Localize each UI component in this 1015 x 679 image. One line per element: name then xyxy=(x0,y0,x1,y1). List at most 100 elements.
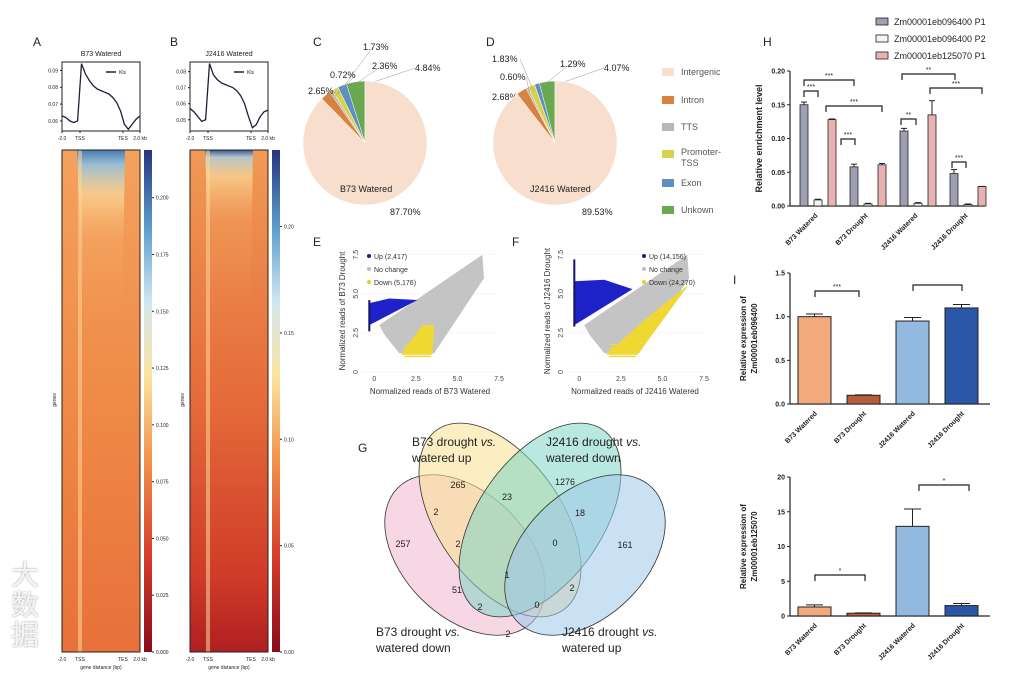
legend-label: Zm00001eb125070 P1 xyxy=(894,51,986,61)
scatter-y-label: Normalized reads of J2416 Drought xyxy=(543,247,552,374)
pie-leader-line xyxy=(525,76,530,94)
pie-slice-label: 4.84% xyxy=(415,63,441,73)
heatmap-x-tick-label: TSS xyxy=(203,657,213,663)
legend-swatch-intergenic xyxy=(662,68,674,76)
colorbar-tick-label: 0.200 xyxy=(156,196,169,202)
bar xyxy=(827,119,837,207)
scatter-legend-marker xyxy=(642,267,646,271)
pie-title: J2416 Watered xyxy=(530,184,591,194)
colorbar-tick-label: 0.100 xyxy=(156,423,169,429)
bar xyxy=(849,166,859,207)
pie-title: B73 Watered xyxy=(340,184,392,194)
venn-set-label: B73 drought vs. xyxy=(376,625,460,639)
y-tick-label: 0.20 xyxy=(771,69,785,76)
bar xyxy=(797,606,832,617)
profile-y-tick-label: 0.06 xyxy=(48,119,58,125)
scatter-points-no-change xyxy=(584,254,690,354)
bar xyxy=(899,130,909,207)
profile-title: J2416 Watered xyxy=(205,51,252,58)
significance-label: ** xyxy=(926,67,932,74)
panel-letter-b: B xyxy=(170,35,178,49)
panel-letter-g: G xyxy=(358,441,367,455)
y-tick-label: 0.15 xyxy=(771,102,785,109)
colorbar-tick-label: 0.175 xyxy=(156,252,169,258)
significance-label: *** xyxy=(825,73,833,80)
colorbar-tick-label: 0.025 xyxy=(156,593,169,599)
venn-count: 2 xyxy=(477,602,482,612)
heatmap-tss-band xyxy=(206,150,210,652)
colorbar-tick-label: 0.00 xyxy=(284,650,294,656)
legend-label: TSS xyxy=(681,158,699,168)
y-tick-label: 0 xyxy=(781,614,785,621)
scatter-y-tick-label: 0 xyxy=(353,370,360,374)
pie-slice-label: 87.70% xyxy=(390,207,421,217)
venn-count: 1276 xyxy=(555,477,575,487)
legend-label: Unkown xyxy=(681,205,714,215)
scatter-legend-marker xyxy=(367,267,371,271)
colorbar xyxy=(144,150,152,652)
x-tick-label: B73 Watered xyxy=(784,622,819,657)
heatmap-y-label: genes xyxy=(52,393,58,407)
panel-letter-i: I xyxy=(733,273,736,287)
scatter-x-tick-label: 7.5 xyxy=(494,376,504,383)
profile-title: B73 Watered xyxy=(81,51,122,58)
profile-legend-label: Kls xyxy=(247,70,254,76)
legend-label: TTS xyxy=(681,122,698,132)
venn-set-label: watered up xyxy=(561,641,622,655)
panel-letter-e: E xyxy=(313,235,321,249)
scatter-legend-label: Up (2,417) xyxy=(374,254,407,261)
profile-x-tick-label: TSS xyxy=(203,136,213,142)
pie-slice-label: 2.65% xyxy=(308,86,334,96)
venn-count: 2 xyxy=(433,507,438,517)
significance-bracket xyxy=(900,118,917,125)
profile-frame xyxy=(189,61,269,132)
scatter-y-tick-label: 2.5 xyxy=(558,328,565,338)
significance-bracket xyxy=(803,90,819,97)
x-tick-label: B73 Watered xyxy=(785,212,820,247)
legend-swatch xyxy=(875,51,889,60)
significance-bracket xyxy=(912,284,963,291)
heatmap-frame xyxy=(189,149,269,653)
panel-letter-c: C xyxy=(313,35,322,49)
heatmap-low-signal-region xyxy=(205,150,253,330)
venn-set-label: J2416 drought vs. xyxy=(546,435,641,449)
scatter-x-label: Normalized reads of J2416 Watered xyxy=(571,387,699,396)
venn-set-label: J2416 drought vs. xyxy=(562,625,657,639)
legend-label: Intergenic xyxy=(681,67,721,77)
x-tick-label: J2416 Drought xyxy=(927,622,967,662)
colorbar-tick-label: 0.10 xyxy=(284,437,294,443)
pie-slice-label: 0.72% xyxy=(330,70,356,80)
venn-count: 18 xyxy=(575,508,585,518)
y-tick-label: 1.5 xyxy=(775,271,785,278)
significance-bracket xyxy=(951,161,967,168)
heatmap-x-label: gene distance (bp) xyxy=(80,665,122,671)
legend-swatch-intron xyxy=(662,96,674,104)
profile-y-tick-label: 0.05 xyxy=(176,118,186,124)
x-tick-label: B73 Watered xyxy=(784,410,819,445)
x-tick-label: B73 Drought xyxy=(835,212,870,247)
heatmap-x-tick-label: TES xyxy=(118,657,128,663)
y-tick-label: 0.10 xyxy=(771,136,785,143)
venn-count: 257 xyxy=(395,539,410,549)
legend-swatch-promoter-tss xyxy=(662,150,674,158)
y-tick-label: 5 xyxy=(781,579,785,586)
profile-line xyxy=(61,63,141,131)
bar xyxy=(799,104,809,207)
scatter-y-tick-label: 5.0 xyxy=(353,289,360,299)
heatmap-x-tick-label: TES xyxy=(246,657,256,663)
significance-label: *** xyxy=(850,99,858,106)
panel-letter-h: H xyxy=(763,35,772,49)
venn-count: 0 xyxy=(534,600,539,610)
significance-bracket xyxy=(803,79,855,86)
y-tick-label: 15 xyxy=(777,509,785,516)
scatter-y-tick-label: 2.5 xyxy=(353,328,360,338)
colorbar-tick-label: 0.20 xyxy=(284,225,294,231)
significance-bracket xyxy=(918,484,970,491)
pie-leader-line xyxy=(329,90,337,101)
significance-label: * xyxy=(839,568,842,575)
legend-label: Intron xyxy=(681,95,704,105)
scatter-x-tick-label: 5.0 xyxy=(453,376,463,383)
y-axis-label: Zm00001eb096400 xyxy=(750,303,759,374)
significance-label: *** xyxy=(844,132,852,139)
y-axis-label: Relative enrichment level xyxy=(754,84,764,192)
